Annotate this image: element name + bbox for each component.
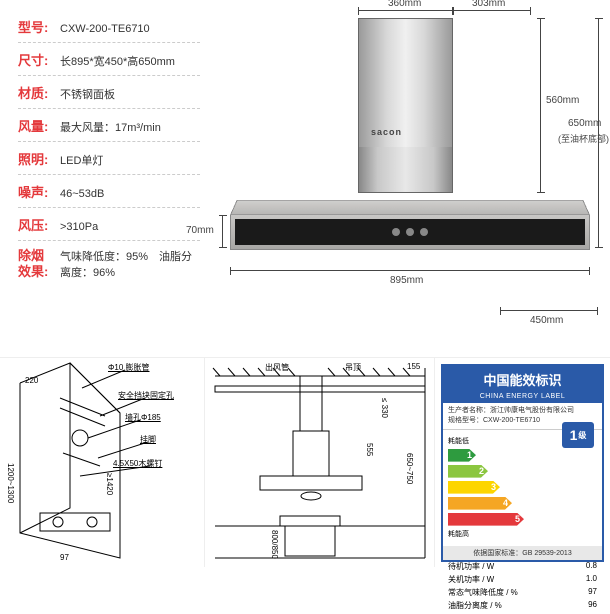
spec-label: 风量:	[18, 116, 60, 135]
product-render: 360mm 303mm sacon 560mm 650mm (至油杯底部) 70…	[200, 0, 610, 357]
energy-bar-1: 1	[448, 449, 476, 462]
dim-360: 360mm	[388, 0, 421, 9]
spec-value: 46~53dB	[60, 188, 104, 200]
spec-value: >310Pa	[60, 221, 98, 233]
d555: 555	[365, 443, 374, 456]
spec-label: 风压:	[18, 215, 60, 234]
install-diagram-2: 出风管 吊顶 155 ≤ 330 555 650~750 800/850	[205, 358, 435, 567]
label-ceiling: 吊顶	[345, 362, 361, 373]
dim-560: 560mm	[546, 95, 579, 106]
energy-bar-3: 3	[448, 481, 500, 494]
d650: 650~750	[405, 453, 414, 484]
label-screw: 4.5X50木螺钉	[113, 458, 162, 469]
energy-label: 中国能效标识 CHINA ENERGY LABEL 生产者名称：浙江帅康电气股份…	[435, 358, 610, 567]
energy-bar-4: 4	[448, 497, 512, 510]
spec-value: 气味降低度：95% 油脂分离度：96%	[60, 248, 200, 280]
energy-grade-badge: 1级	[562, 422, 594, 448]
label-hole2: 墙孔Φ185	[125, 412, 161, 423]
spec-value: CXW-200-TE6710	[60, 23, 150, 35]
d330: ≤ 330	[380, 398, 389, 418]
energy-metric: 油脂分离度 / %96	[448, 599, 597, 612]
dim-650-note: (至油杯底部)	[558, 132, 609, 145]
energy-standard: 依据国家标准：GB 29539-2013	[443, 546, 602, 560]
canopy	[230, 193, 590, 248]
spec-value: LED单灯	[60, 152, 103, 168]
dim-70: 70mm	[186, 225, 214, 236]
d220: 220	[25, 376, 38, 385]
spec-value: 不锈钢面板	[60, 86, 115, 102]
dim-303: 303mm	[472, 0, 505, 9]
d97: 97	[60, 553, 69, 562]
spec-value: 最大风量：17m³/min	[60, 119, 161, 135]
spec-label: 照明:	[18, 149, 60, 168]
label-pipe: Φ10 膨胀管	[108, 362, 150, 373]
spec-label: 型号:	[18, 17, 60, 36]
spec-value: 长895*宽450*高650mm	[60, 53, 175, 69]
d155: 155	[407, 362, 420, 371]
energy-bar-5: 5	[448, 513, 524, 526]
energy-metric: 关机功率 / W1.0	[448, 573, 597, 586]
energy-bar-2: 2	[448, 465, 488, 478]
dim-650: 650mm	[568, 118, 601, 129]
energy-subtitle: CHINA ENERGY LABEL	[443, 393, 602, 403]
chimney: sacon	[358, 18, 453, 193]
d420: ≥1420	[105, 473, 114, 495]
dim-450: 450mm	[530, 315, 563, 326]
spec-label: 噪声:	[18, 182, 60, 201]
d1200: 1200~1300	[6, 463, 15, 503]
energy-title: 中国能效标识	[443, 366, 602, 393]
d800: 800/850	[270, 530, 279, 559]
brand-logo: sacon	[371, 127, 402, 137]
label-outlet: 出风管	[265, 362, 289, 373]
spec-label: 材质:	[18, 83, 60, 102]
energy-metric: 常态气味降低度 / %97	[448, 586, 597, 599]
energy-metric: 待机功率 / W0.8	[448, 560, 597, 573]
dim-895: 895mm	[390, 275, 423, 286]
install-diagram-1: Φ10 膨胀管 安全挡块固定孔 墙孔Φ185 挂脚 4.5X50木螺钉 220 …	[0, 358, 205, 567]
spec-table: 型号:CXW-200-TE6710 尺寸:长895*宽450*高650mm 材质…	[0, 0, 200, 357]
label-hole1: 安全挡块固定孔	[118, 390, 174, 401]
spec-label: 尺寸:	[18, 50, 60, 69]
label-hook: 挂脚	[140, 434, 156, 445]
spec-label: 除烟 效果:	[18, 248, 60, 279]
